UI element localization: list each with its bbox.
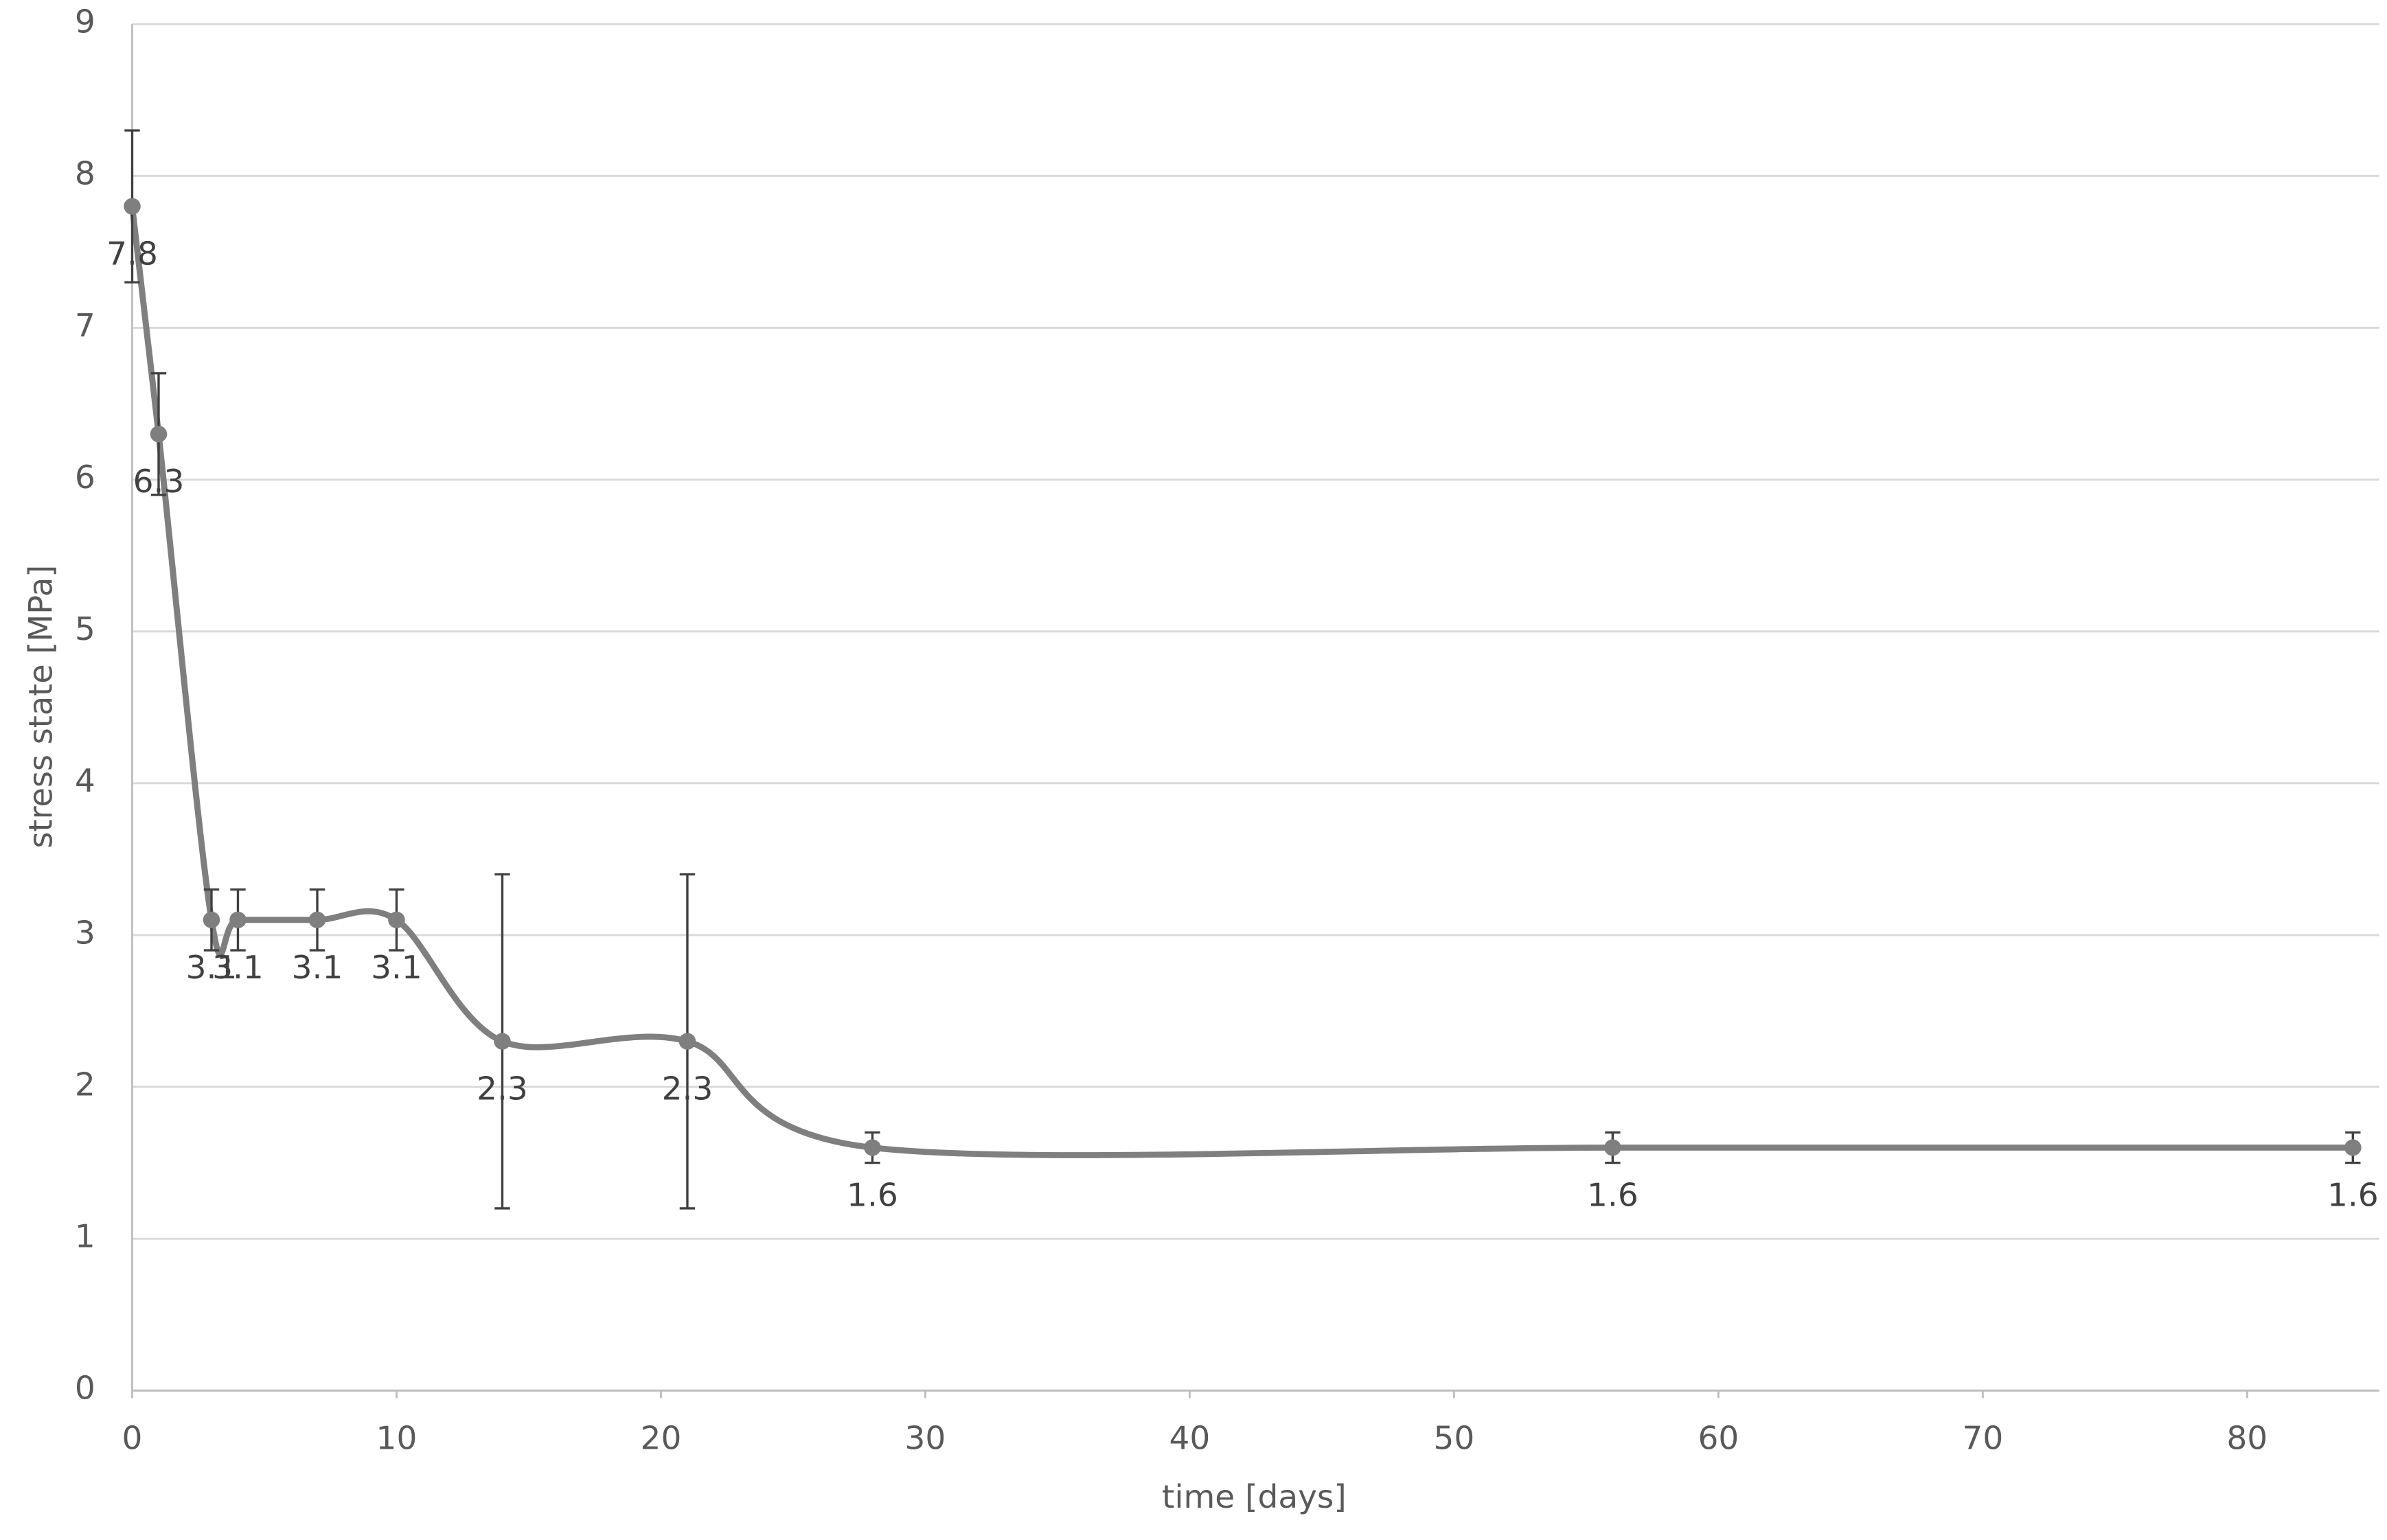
series-line — [129, 206, 2353, 1158]
y-tick-label: 8 — [75, 155, 95, 192]
data-label: 2.3 — [662, 1070, 713, 1107]
point — [388, 911, 405, 928]
point — [494, 1033, 511, 1050]
point — [1604, 1139, 1621, 1156]
y-tick-label: 1 — [75, 1218, 95, 1255]
y-tick-label: 9 — [75, 3, 95, 41]
y-tick-label: 7 — [75, 307, 95, 344]
point — [2344, 1139, 2362, 1156]
data-label: 1.6 — [2327, 1177, 2379, 1214]
data-label: 3.1 — [186, 949, 238, 986]
data-label: 6.3 — [133, 463, 185, 501]
point — [150, 426, 168, 443]
x-tick-label: 40 — [1169, 1420, 1211, 1457]
point — [124, 198, 141, 215]
data-label: 7.8 — [106, 235, 158, 273]
data-label: 1.6 — [1587, 1177, 1638, 1214]
y-axis-label: stress state [MPa] — [22, 565, 59, 849]
point — [308, 911, 326, 928]
x-tick-label: 70 — [1962, 1420, 2003, 1457]
point — [229, 911, 247, 928]
x-tick-label: 0 — [122, 1420, 143, 1457]
x-axis-label: time [days] — [1162, 1478, 1347, 1515]
point — [864, 1139, 881, 1156]
x-tick-label: 10 — [376, 1420, 418, 1457]
x-tick-label: 20 — [641, 1420, 682, 1457]
data-label: 2.3 — [477, 1070, 528, 1107]
data-label: 3.1 — [292, 949, 343, 986]
data-label: 1.6 — [847, 1177, 898, 1214]
y-tick-label: 4 — [75, 763, 95, 800]
y-tick-label: 2 — [75, 1066, 95, 1103]
x-tick-label: 80 — [2226, 1420, 2268, 1457]
point — [678, 1033, 696, 1050]
data-label: 3.1 — [212, 949, 264, 986]
x-tick-label: 60 — [1698, 1420, 1739, 1457]
y-tick-label: 0 — [75, 1370, 95, 1407]
x-tick-label: 30 — [905, 1420, 946, 1457]
y-tick-label: 5 — [75, 610, 95, 647]
y-tick-label: 6 — [75, 459, 95, 496]
x-tick-label: 50 — [1433, 1420, 1474, 1457]
data-label: 3.1 — [371, 949, 422, 986]
point — [203, 911, 220, 928]
y-tick-label: 3 — [75, 915, 95, 952]
